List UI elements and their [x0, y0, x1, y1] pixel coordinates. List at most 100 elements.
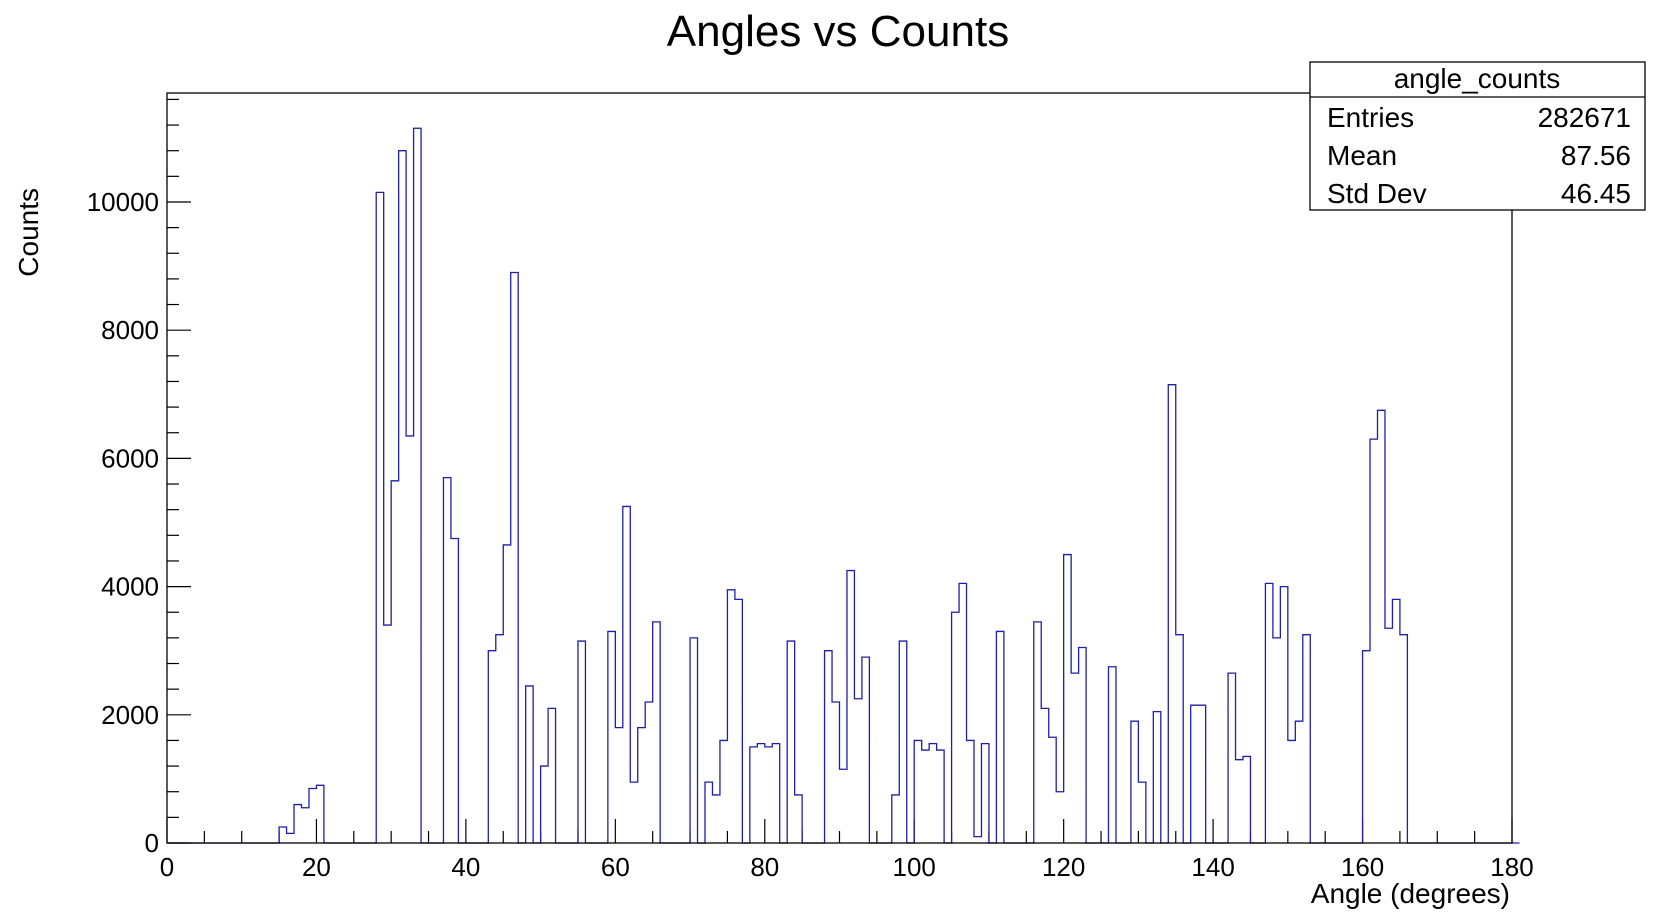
histogram-bin: [279, 827, 286, 843]
y-tick-label: 6000: [101, 443, 159, 473]
histogram-bin: [727, 590, 734, 843]
histogram-bin: [608, 631, 615, 843]
histogram-bin: [765, 747, 772, 843]
histogram-bin: [1056, 792, 1063, 843]
histogram-bin: [996, 631, 1003, 843]
x-tick-label: 140: [1191, 852, 1234, 882]
histogram-bin: [974, 837, 981, 843]
histogram-bin: [1079, 647, 1086, 843]
histogram-bin: [1280, 587, 1287, 843]
y-tick-label: 0: [145, 828, 159, 858]
histogram-bin: [399, 151, 406, 843]
stats-entries-label: Entries: [1327, 102, 1414, 133]
stats-entries-value: 282671: [1538, 102, 1631, 133]
stats-box: angle_counts Entries 282671 Mean 87.56 S…: [1309, 61, 1646, 211]
histogram-bin: [287, 833, 294, 843]
y-tick-label: 10000: [87, 187, 159, 217]
histogram-bin: [735, 599, 742, 843]
histogram-bin: [630, 782, 637, 843]
histogram-bin: [526, 686, 533, 843]
histogram-bin: [615, 728, 622, 843]
histogram-bin: [967, 740, 974, 843]
histogram-bin: [1295, 721, 1302, 843]
histogram-bin: [1041, 708, 1048, 843]
histogram-bin: [825, 651, 832, 843]
histogram-bin: [922, 750, 929, 843]
histogram-bin: [1138, 782, 1145, 843]
histogram-bin: [757, 744, 764, 843]
histogram-bin: [1049, 737, 1056, 843]
histogram-bin: [1191, 705, 1198, 843]
histogram-bin: [899, 641, 906, 843]
histogram-bin: [376, 192, 383, 843]
histogram-bin: [1153, 712, 1160, 843]
histogram-bin: [705, 782, 712, 843]
histogram-bin: [720, 740, 727, 843]
histogram-bin: [503, 545, 510, 843]
histogram-bin: [862, 657, 869, 843]
histogram-bin: [638, 728, 645, 843]
x-tick-label: 40: [451, 852, 480, 882]
histogram-bin: [541, 766, 548, 843]
histogram-bin: [309, 789, 316, 843]
chart-title: Angles vs Counts: [667, 7, 1009, 56]
y-tick-label: 8000: [101, 315, 159, 345]
x-tick-label: 60: [601, 852, 630, 882]
histogram-bin: [1071, 673, 1078, 843]
histogram-bin: [511, 272, 518, 843]
y-tick-label: 2000: [101, 700, 159, 730]
histogram-bin: [750, 747, 757, 843]
x-tick-label: 80: [750, 852, 779, 882]
histogram-bin: [840, 769, 847, 843]
stats-box-title: angle_counts: [1394, 63, 1561, 94]
histogram-bin: [578, 641, 585, 843]
histogram-bin: [1400, 635, 1407, 843]
histogram-bin: [384, 625, 391, 843]
histogram-bin: [653, 622, 660, 843]
histogram-bin: [1303, 635, 1310, 843]
histogram-bin: [832, 702, 839, 843]
histogram-bin: [1273, 638, 1280, 843]
histogram-bin: [854, 699, 861, 843]
axes: 0 20 40 60 80 100 120 140 160 180 0 2000 4000 6000 800…: [87, 98, 1534, 882]
histogram-bin: [892, 795, 899, 843]
x-tick-label: 20: [302, 852, 331, 882]
stats-box-frame: [1309, 61, 1646, 211]
histogram-bin: [690, 638, 697, 843]
histogram-bin: [1198, 705, 1205, 843]
histogram-bin: [795, 795, 802, 843]
histogram-bin: [1288, 740, 1295, 843]
histogram-bin: [391, 481, 398, 843]
histogram-bin: [1378, 410, 1385, 843]
histogram-bin: [847, 571, 854, 843]
histogram-bin: [316, 785, 323, 843]
y-tick-label: 4000: [101, 572, 159, 602]
histogram-bin: [959, 583, 966, 843]
x-tick-label: 120: [1042, 852, 1085, 882]
histogram-bin: [1176, 635, 1183, 843]
stats-mean-label: Mean: [1327, 140, 1397, 171]
histogram-bin: [548, 708, 555, 843]
histogram-bin: [1109, 667, 1116, 843]
histogram-bin: [937, 750, 944, 843]
histogram-bin: [496, 635, 503, 843]
histogram-bin: [952, 612, 959, 843]
histogram-bin: [1228, 673, 1235, 843]
x-axis-label: Angle (degrees): [1311, 878, 1510, 909]
histogram-bin: [414, 128, 421, 843]
histogram-bin: [645, 702, 652, 843]
histogram-bin: [1392, 599, 1399, 843]
histogram-bin: [488, 651, 495, 843]
histogram-bin: [929, 744, 936, 843]
histogram-bin: [1131, 721, 1138, 843]
histogram-bin: [914, 740, 921, 843]
x-tick-label: 100: [893, 852, 936, 882]
histogram-bin: [1265, 583, 1272, 843]
histogram-bin: [302, 808, 309, 843]
histogram-bin: [1370, 439, 1377, 843]
histogram-bin: [1363, 651, 1370, 843]
histogram-bin: [772, 744, 779, 843]
histogram-bin: [1064, 555, 1071, 843]
histogram-bin: [1168, 385, 1175, 843]
